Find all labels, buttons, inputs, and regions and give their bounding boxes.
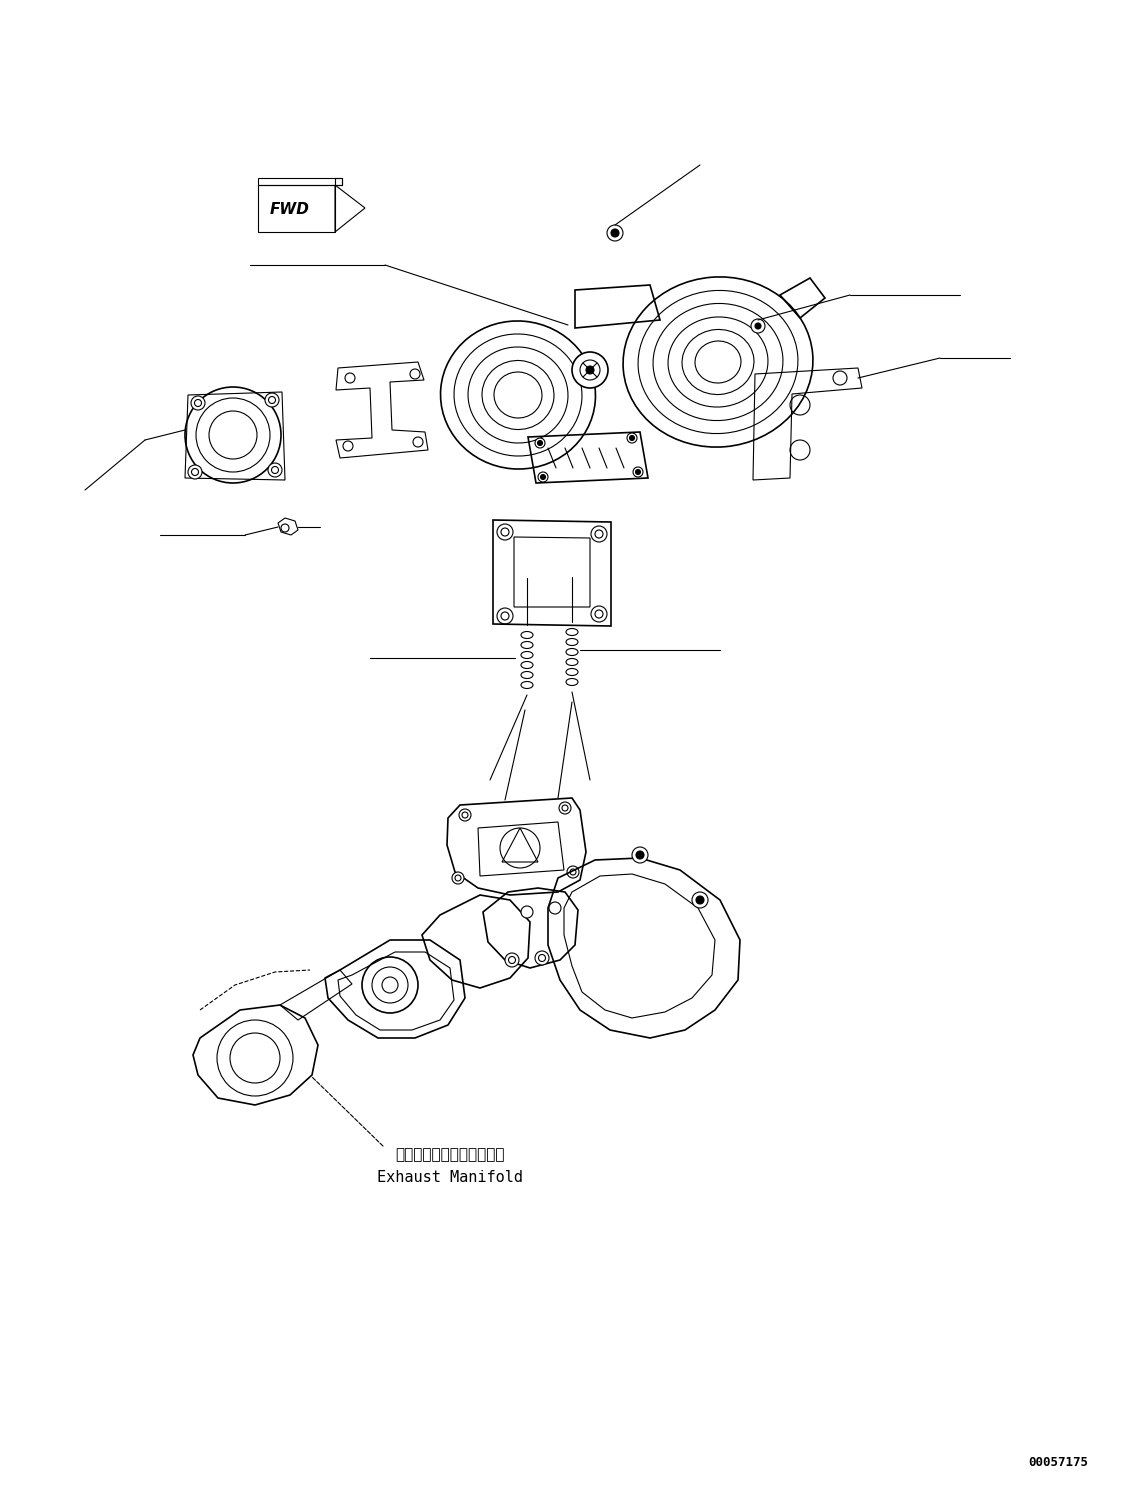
Polygon shape [279,519,298,535]
Circle shape [536,438,545,447]
Circle shape [580,360,600,380]
Circle shape [567,866,579,878]
Circle shape [268,464,282,477]
Circle shape [549,902,561,914]
Circle shape [536,951,549,964]
Circle shape [752,319,765,333]
Text: FWD: FWD [271,202,310,217]
Circle shape [636,851,644,859]
Text: 00057175: 00057175 [1028,1455,1088,1468]
Circle shape [281,525,289,532]
Circle shape [538,473,548,481]
Circle shape [632,847,648,863]
Circle shape [559,802,571,814]
Circle shape [191,395,205,410]
Circle shape [265,392,279,407]
Circle shape [538,440,542,446]
Circle shape [572,352,608,388]
Circle shape [636,470,640,474]
Circle shape [696,896,704,903]
Text: エキゾーストマニホールド: エキゾーストマニホールド [396,1147,505,1162]
Circle shape [540,474,546,480]
Circle shape [626,432,637,443]
Circle shape [755,322,761,328]
Circle shape [453,872,464,884]
Circle shape [633,467,644,477]
Circle shape [505,953,518,967]
Circle shape [692,892,708,908]
Circle shape [382,976,398,993]
Circle shape [188,465,202,478]
Circle shape [611,229,619,236]
Text: Exhaust Manifold: Exhaust Manifold [377,1171,523,1186]
Circle shape [607,224,623,241]
Circle shape [459,808,471,820]
Circle shape [630,435,634,440]
Circle shape [521,906,533,918]
Circle shape [586,366,594,374]
